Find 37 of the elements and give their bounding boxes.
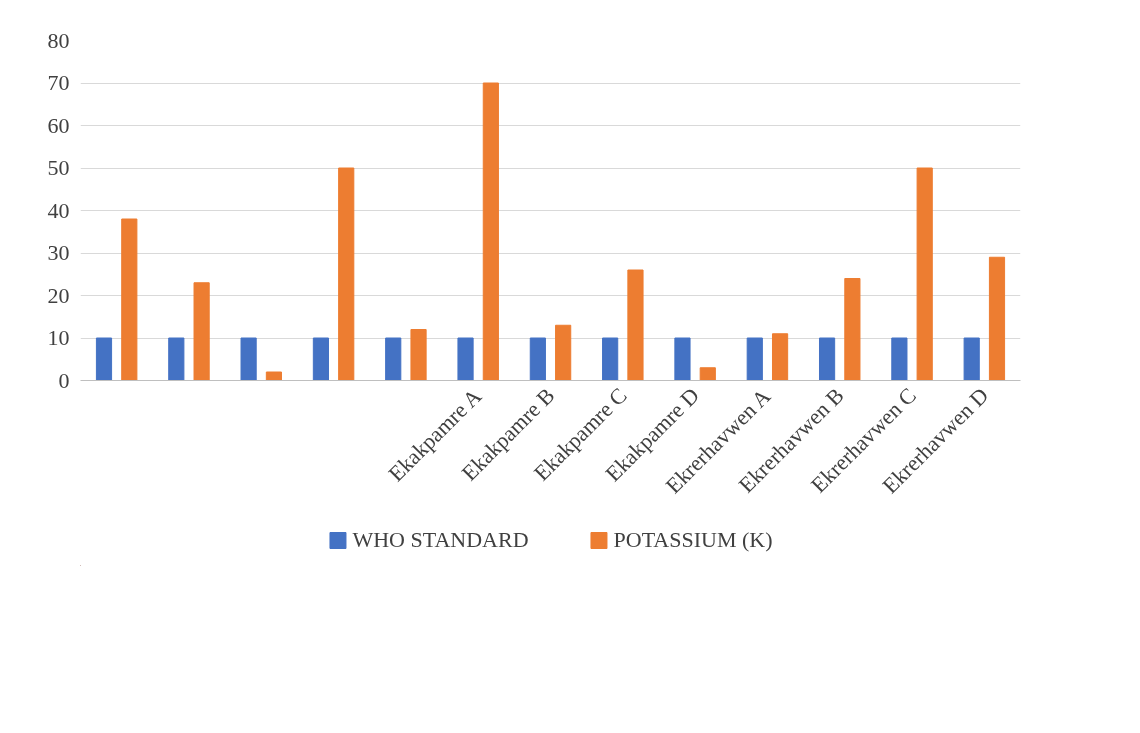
- y-tick-label: 40: [47, 197, 70, 223]
- y-tick-label: 80: [47, 27, 70, 53]
- bar: [916, 167, 933, 381]
- bar: [963, 337, 980, 381]
- bar: [410, 329, 427, 381]
- bar: [338, 167, 355, 381]
- bar: [627, 269, 644, 381]
- bar: [674, 337, 691, 381]
- legend-label: WHO STANDARD: [352, 527, 529, 553]
- bar: [482, 82, 499, 381]
- bar: [988, 256, 1006, 381]
- bar: [240, 337, 257, 381]
- bar: [746, 337, 763, 381]
- bar: [529, 337, 546, 381]
- bar: [457, 337, 474, 381]
- bar: [602, 337, 619, 381]
- bar: [385, 337, 402, 381]
- y-tick-label: 50: [47, 155, 70, 180]
- y-tick-label: 70: [47, 70, 70, 95]
- bar: [121, 218, 138, 381]
- bar: [168, 337, 185, 381]
- y-tick-label: 10: [47, 325, 70, 350]
- bar: [193, 282, 210, 381]
- bar: [555, 324, 572, 381]
- bar: [891, 337, 908, 381]
- bar: [771, 333, 789, 381]
- y-tick-label: 0: [58, 367, 70, 393]
- y-tick-label: 20: [47, 282, 70, 308]
- bar: [699, 367, 716, 381]
- legend-label: POTASSIUM (K): [613, 527, 773, 553]
- bar: [844, 278, 861, 381]
- bar: [95, 337, 113, 381]
- y-tick-label: 30: [47, 240, 70, 265]
- y-tick-label: 60: [47, 112, 70, 138]
- bar: [312, 337, 330, 381]
- bar: [818, 337, 836, 381]
- bar: [265, 371, 283, 381]
